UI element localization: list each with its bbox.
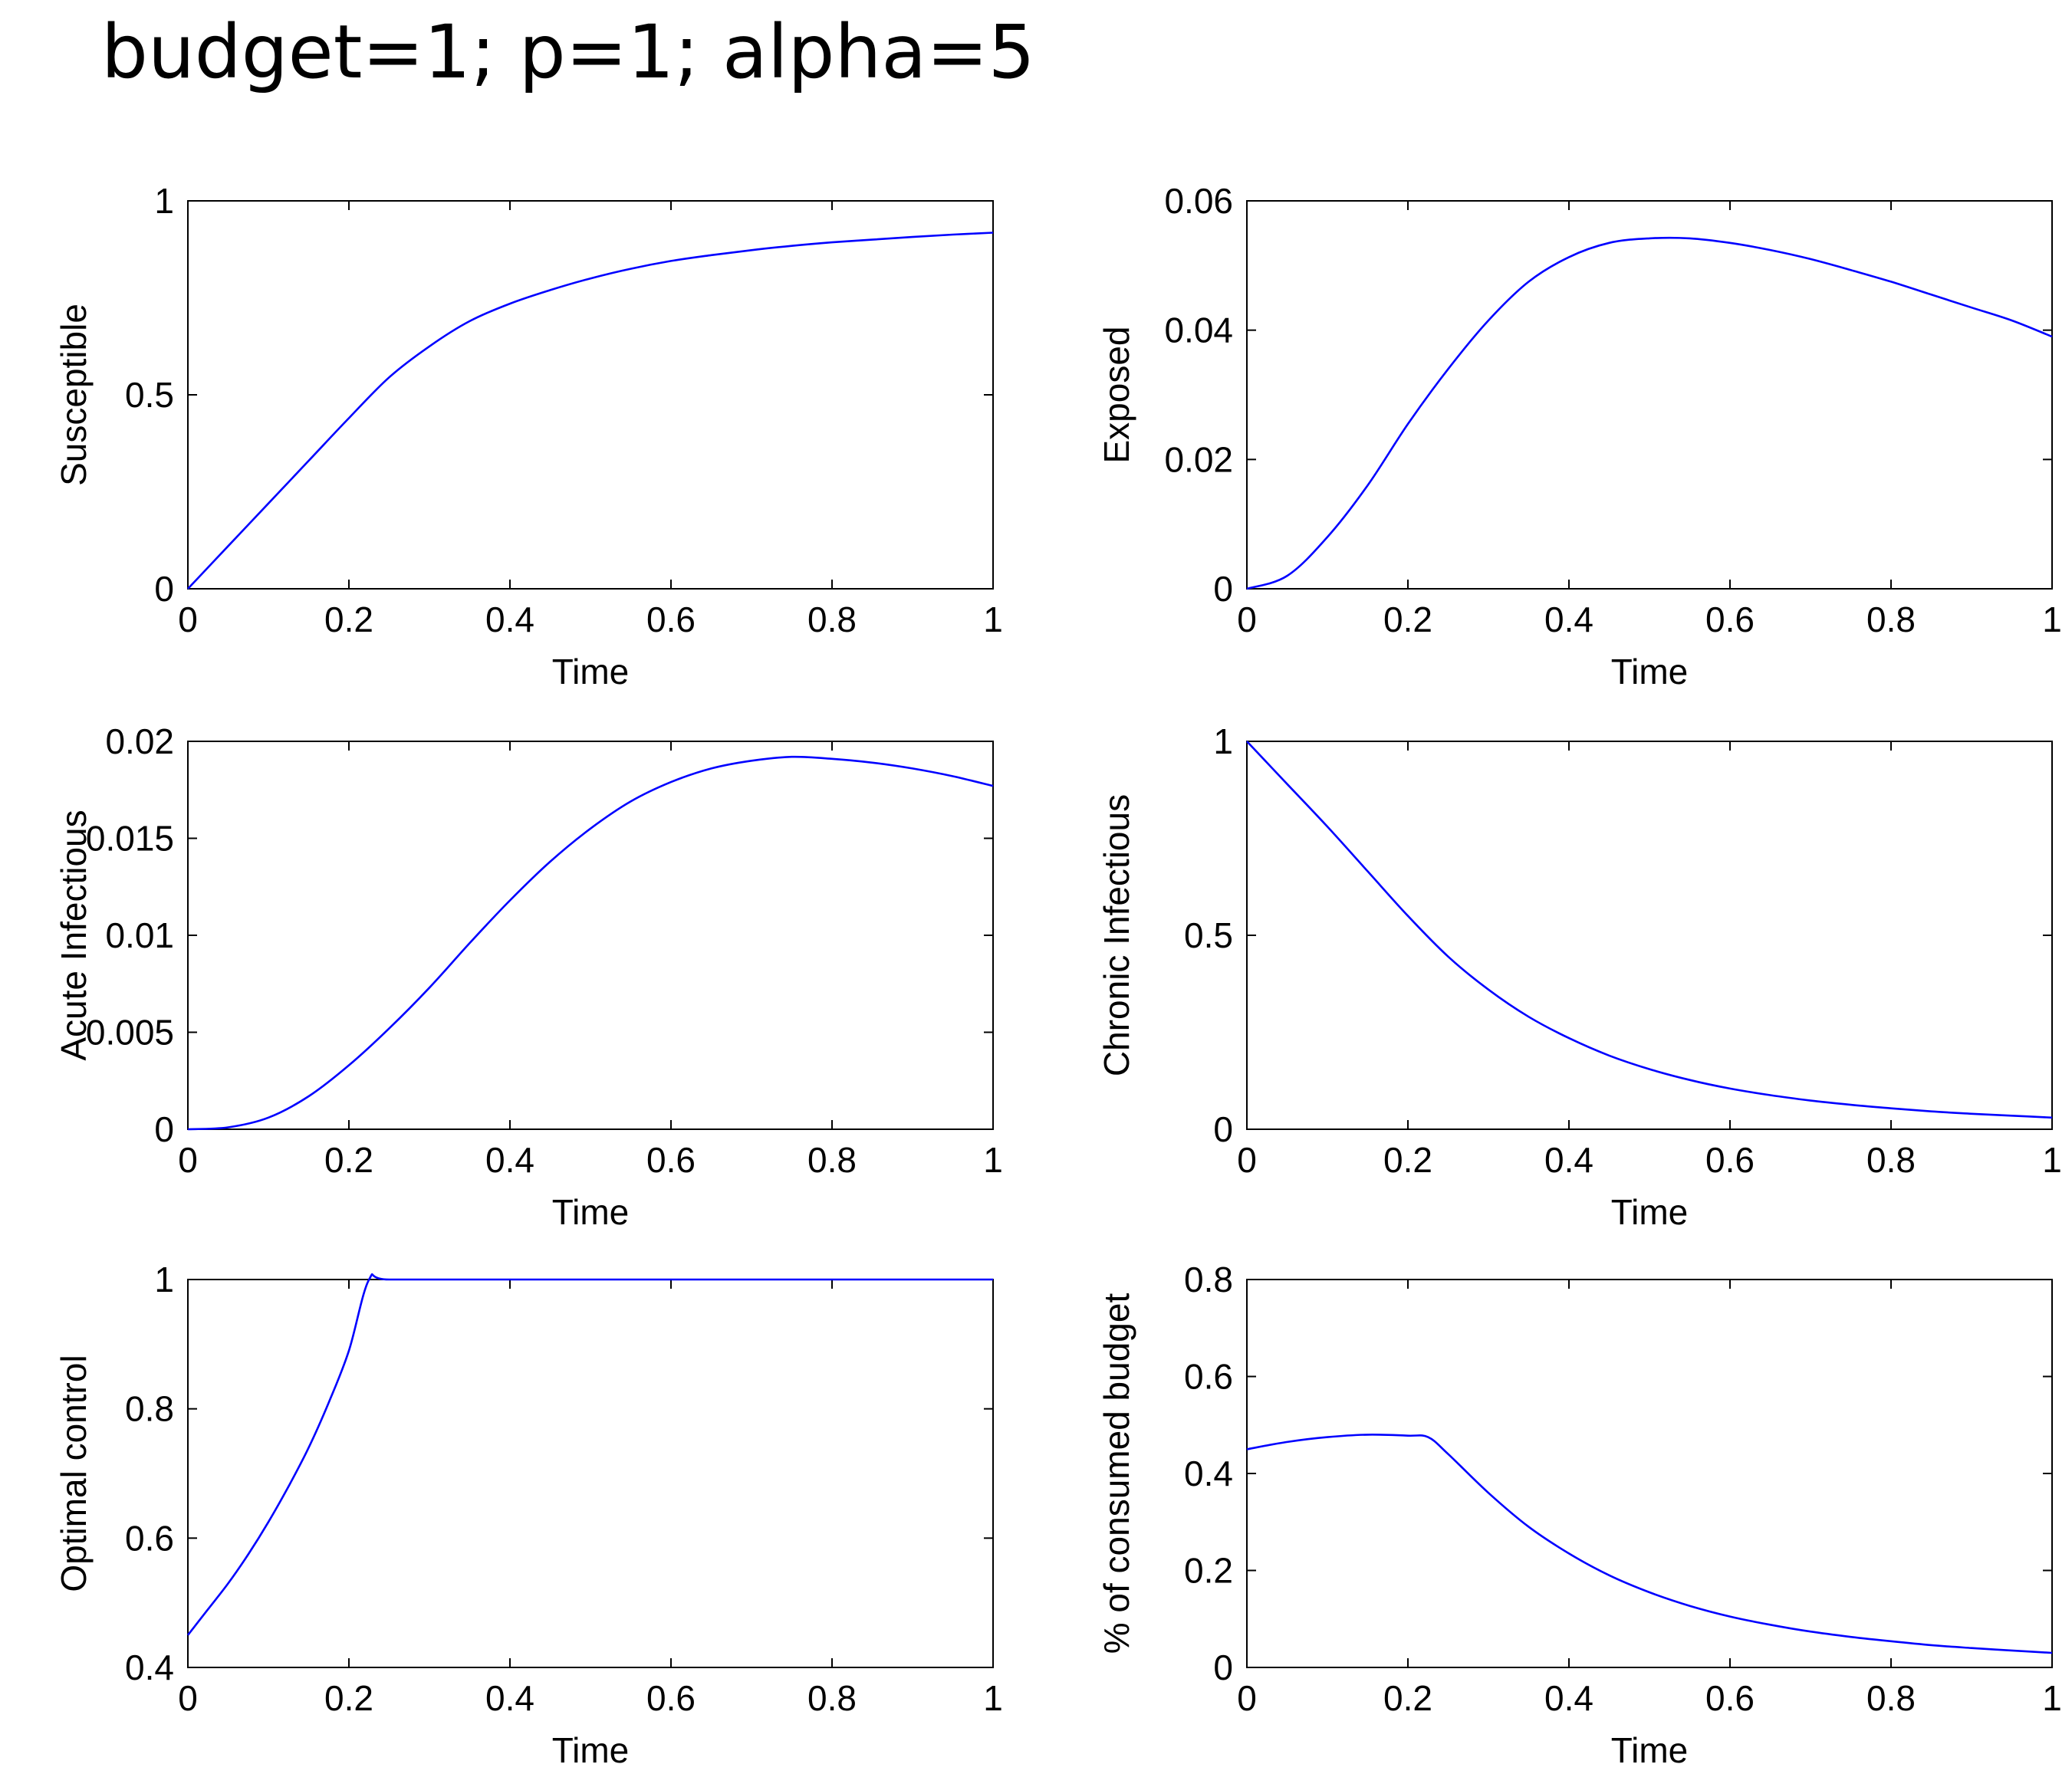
y-axis-label: Chronic Infectious (1097, 794, 1136, 1076)
subplot-susceptible: 0 0.2 0.4 0.6 0.8 1 0 0.5 1 Time Susceptible (54, 181, 1003, 692)
x-tick-label: 0.4 (1544, 600, 1593, 639)
x-tick-label: 0.8 (807, 1140, 857, 1180)
y-tick-label: 0.2 (1184, 1551, 1233, 1591)
subplot-acute-infectious-series-line (187, 755, 994, 1131)
x-tick-label: 0.6 (1705, 1140, 1755, 1180)
x-tick-label: 0.6 (646, 600, 696, 639)
y-tick-label: 0.6 (1184, 1357, 1233, 1397)
x-tick-label: 1 (983, 600, 1003, 639)
x-tick-label: 1 (983, 1678, 1003, 1718)
x-tick-label: 0.8 (1866, 600, 1916, 639)
subplot-exposed-series-line (1246, 236, 2053, 590)
y-tick-label: 0 (1213, 569, 1233, 609)
x-tick-label: 0.6 (1705, 600, 1755, 639)
x-tick-label: 0 (178, 1678, 198, 1718)
x-tick-label: 0.6 (1705, 1678, 1755, 1718)
x-tick-label: 0.8 (1866, 1678, 1916, 1718)
y-tick-label: 0.015 (86, 819, 174, 859)
y-tick-label: 0 (1213, 1109, 1233, 1149)
subplot-chronic-infectious-series-line (1246, 741, 2053, 1119)
subplot-pct-of-consumed-budget-axes-box (1246, 1279, 2053, 1668)
y-tick-label: 0.02 (1164, 439, 1233, 479)
y-axis-label: Optimal control (54, 1355, 94, 1592)
x-tick-label: 0.2 (324, 600, 373, 639)
x-axis-label: Time (552, 1730, 630, 1770)
x-tick-label: 1 (2042, 1678, 2062, 1718)
subplot-chronic-infectious-axes-box (1246, 741, 2053, 1130)
x-tick-label: 0.4 (485, 1678, 534, 1718)
x-tick-label: 0 (1237, 1140, 1257, 1180)
x-tick-label: 0.6 (646, 1140, 696, 1180)
x-axis-label: Time (552, 1192, 630, 1232)
subplot-acute-infectious: 0 0.2 0.4 0.6 0.8 1 0 0.005 0.01 0.015 0.02 Time Acu… (54, 721, 1003, 1232)
x-axis-label: Time (1611, 652, 1689, 692)
y-tick-label: 0.8 (1184, 1260, 1233, 1299)
y-tick-label: 0.005 (86, 1013, 174, 1053)
subplot-susceptible-axes-box (187, 200, 994, 590)
x-tick-label: 0.2 (324, 1678, 373, 1718)
x-tick-label: 0 (1237, 600, 1257, 639)
x-axis-label: Time (552, 652, 630, 692)
y-axis-label: Susceptible (54, 304, 94, 486)
x-tick-label: 0.8 (1866, 1140, 1916, 1180)
y-tick-label: 0 (154, 1109, 174, 1149)
subplot-pct-of-consumed-budget: 0 0.2 0.4 0.6 0.8 1 0 0.2 0.4 0.6 0.8 Time % of cons… (1097, 1260, 2062, 1770)
x-tick-label: 1 (983, 1140, 1003, 1180)
y-tick-label: 0.4 (1184, 1454, 1233, 1493)
y-axis-label: % of consumed budget (1097, 1293, 1136, 1654)
y-tick-label: 1 (154, 1260, 174, 1299)
y-axis-label: Acute Infectious (54, 810, 94, 1060)
y-tick-label: 0.02 (105, 721, 174, 761)
x-tick-label: 0.2 (1383, 1678, 1432, 1718)
figure-title: budget=1; p=1; alpha=5 (101, 9, 1035, 95)
x-tick-label: 0.4 (485, 600, 534, 639)
y-tick-label: 0.4 (125, 1648, 174, 1687)
x-tick-label: 0.4 (1544, 1140, 1593, 1180)
subplot-acute-infectious-axes-box (187, 741, 994, 1130)
x-tick-label: 0.4 (1544, 1678, 1593, 1718)
subplot-exposed: 0 0.2 0.4 0.6 0.8 1 0 0.02 0.04 0.06 Time Exposed (1097, 181, 2062, 692)
x-tick-label: 1 (2042, 600, 2062, 639)
y-tick-label: 1 (154, 181, 174, 221)
subplot-pct-of-consumed-budget-series-line (1246, 1434, 2053, 1654)
x-axis-label: Time (1611, 1730, 1689, 1770)
y-tick-label: 0.5 (1184, 915, 1233, 955)
y-tick-label: 0.5 (125, 375, 174, 415)
x-tick-label: 0.2 (1383, 600, 1432, 639)
subplot-optimal-control: 0 0.2 0.4 0.6 0.8 1 0.4 0.6 0.8 1 Time Optimal cont… (54, 1260, 1003, 1770)
x-tick-label: 0.8 (807, 600, 857, 639)
subplot-exposed-axes-box (1246, 200, 2053, 590)
y-tick-label: 0 (1213, 1648, 1233, 1687)
y-tick-label: 1 (1213, 721, 1233, 761)
y-tick-label: 0.04 (1164, 310, 1233, 350)
y-axis-label: Exposed (1097, 326, 1136, 463)
x-tick-label: 0.4 (485, 1140, 534, 1180)
y-tick-label: 0.6 (125, 1518, 174, 1558)
subplot-optimal-control-series-line (186, 1273, 993, 1636)
subplot-chronic-infectious: 0 0.2 0.4 0.6 0.8 1 0 0.5 1 Time Chronic Infectiou… (1097, 721, 2062, 1232)
subplot-optimal-control-axes-box (187, 1279, 994, 1668)
x-tick-label: 0.6 (646, 1678, 696, 1718)
x-axis-label: Time (1611, 1192, 1689, 1232)
x-tick-label: 0 (178, 600, 198, 639)
x-tick-label: 1 (2042, 1140, 2062, 1180)
y-tick-label: 0 (154, 569, 174, 609)
y-tick-label: 0.8 (125, 1389, 174, 1429)
x-tick-label: 0.8 (807, 1678, 857, 1718)
x-tick-label: 0 (1237, 1678, 1257, 1718)
y-tick-label: 0.06 (1164, 181, 1233, 221)
subplot-susceptible-series-line (187, 232, 994, 590)
x-tick-label: 0.2 (1383, 1140, 1432, 1180)
x-tick-label: 0.2 (324, 1140, 373, 1180)
x-tick-label: 0 (178, 1140, 198, 1180)
y-tick-label: 0.01 (105, 915, 174, 955)
